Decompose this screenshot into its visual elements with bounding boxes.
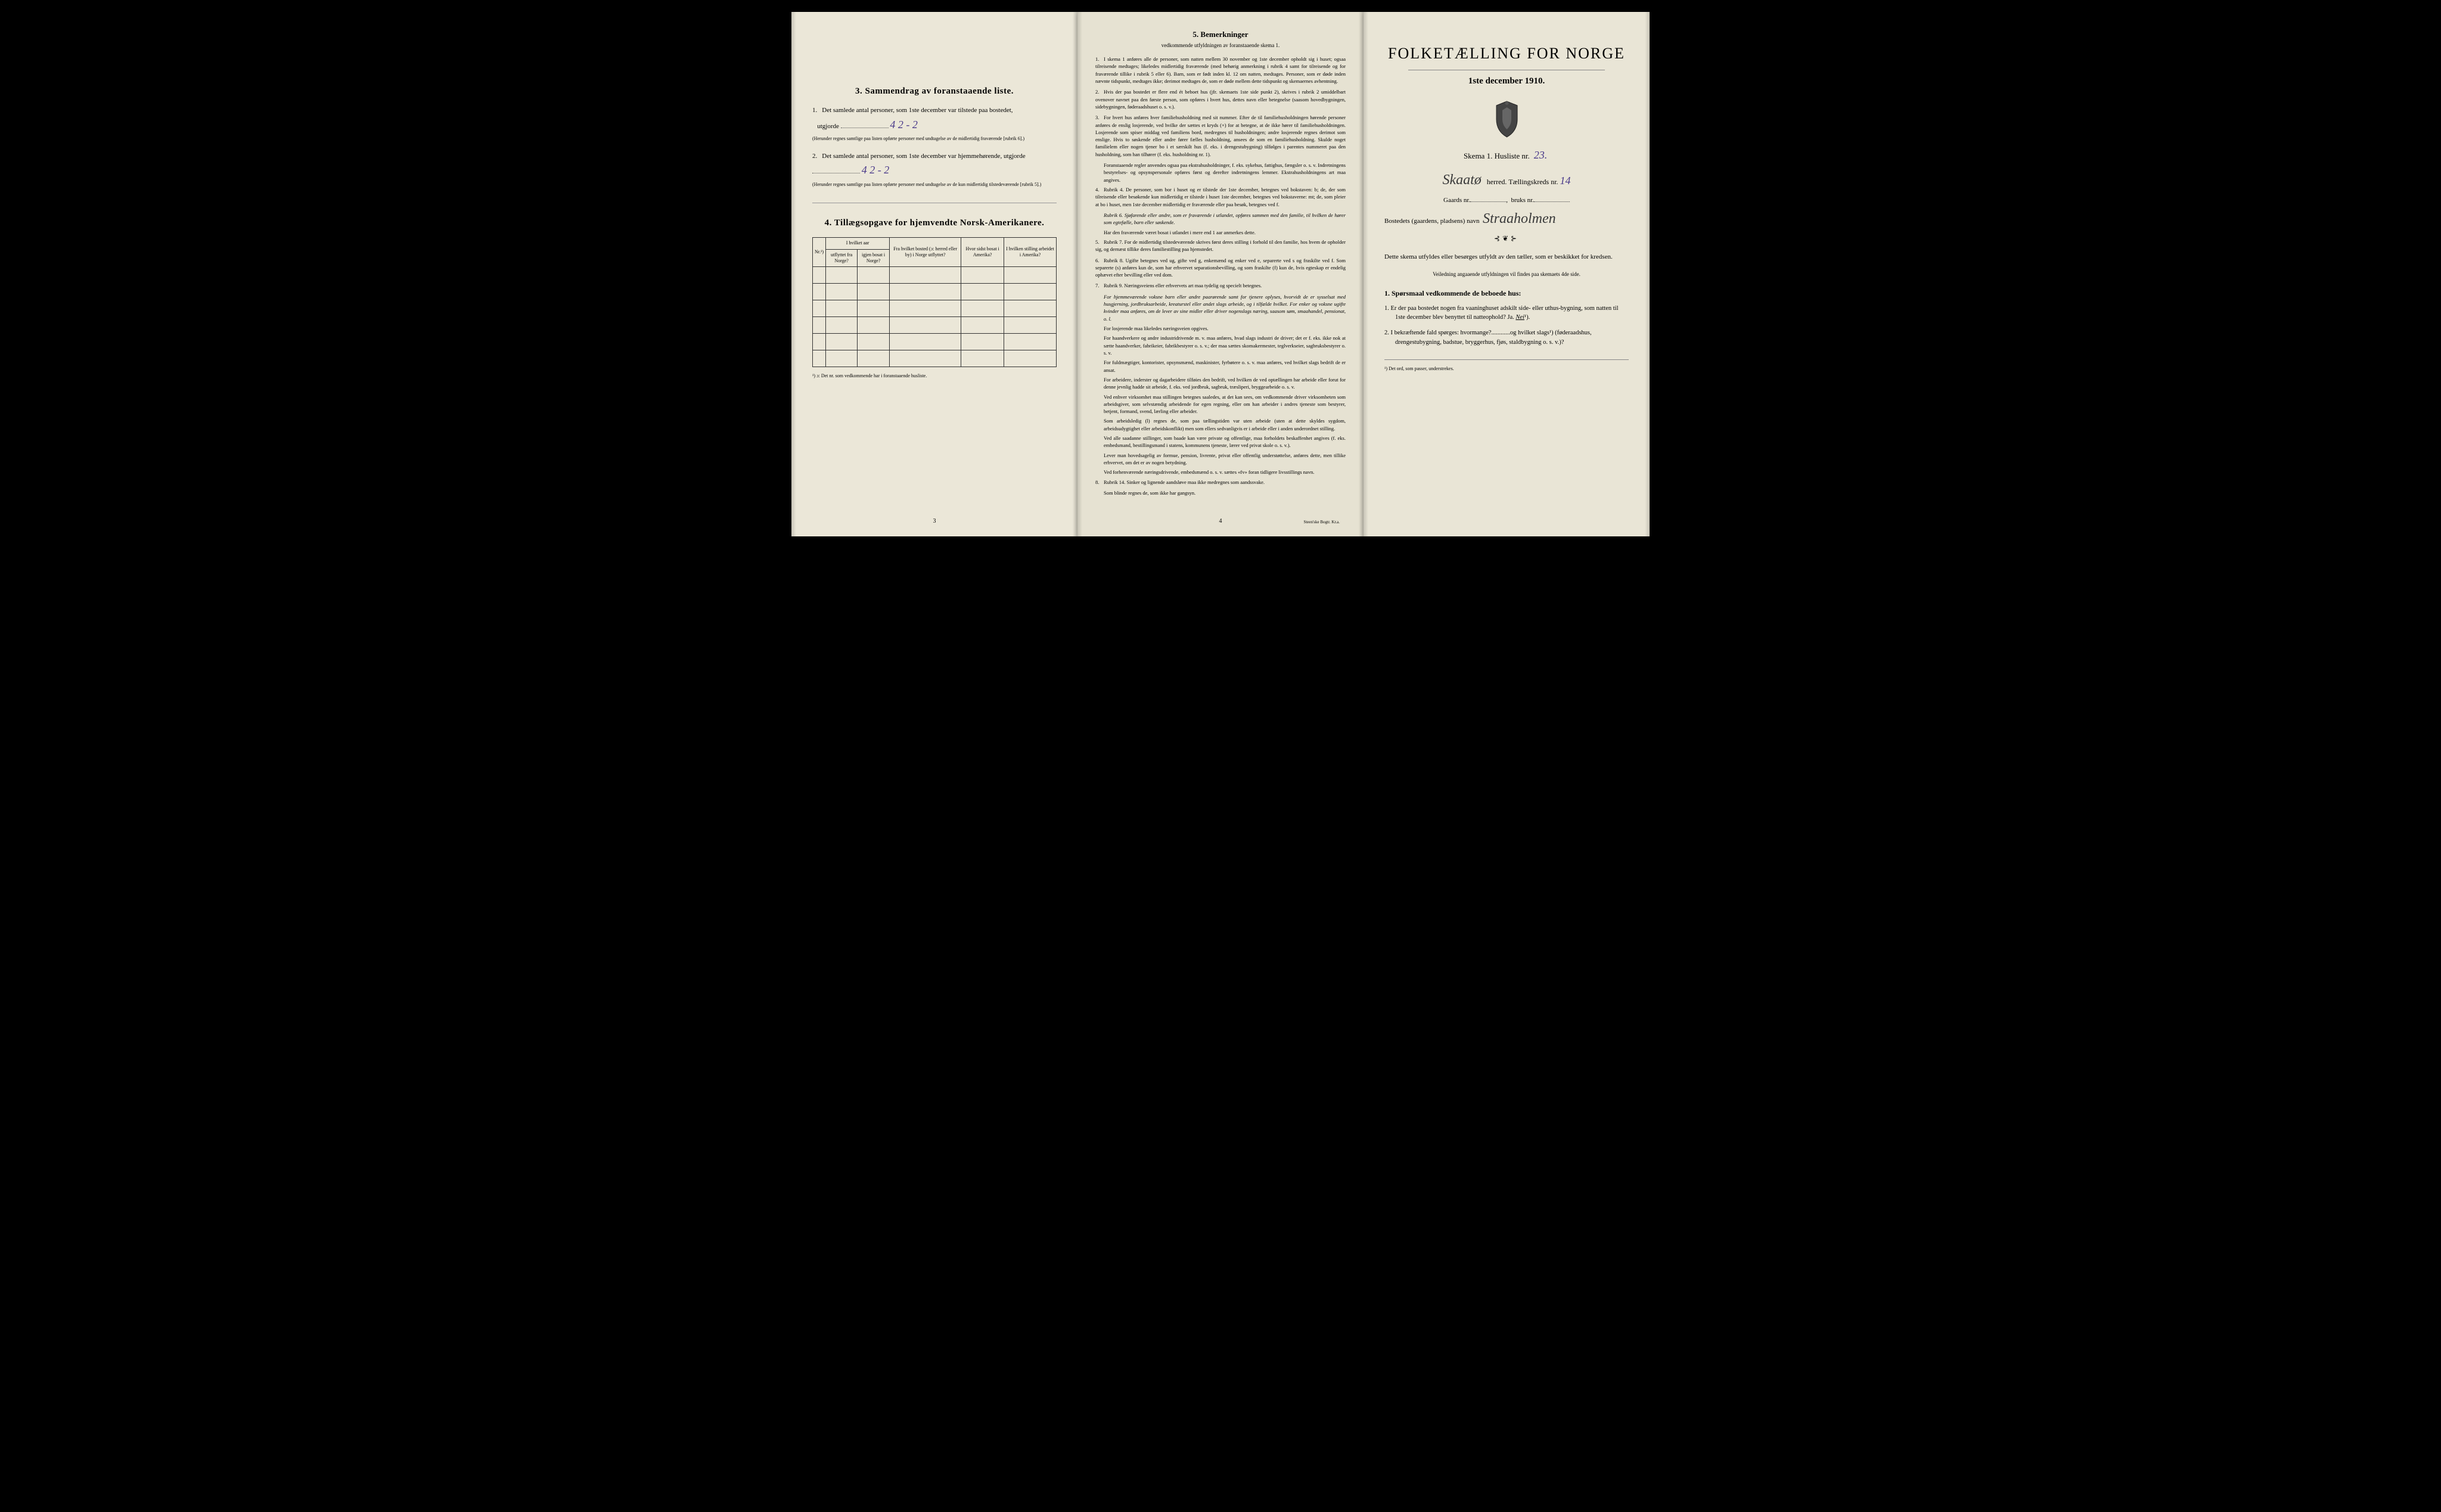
remark-7e: For arbeidere, inderster og dagarbeidere… xyxy=(1104,376,1346,391)
remark-8a: Som blinde regnes de, som ikke har gangs… xyxy=(1104,489,1346,496)
page-middle: 5. Bemerkninger vedkommende utfyldningen… xyxy=(1077,12,1364,536)
summary-item-1: 1.Det samlede antal personer, som 1ste d… xyxy=(812,105,1057,142)
bosted-line: Bostedets (gaardens, pladsens) navn Stra… xyxy=(1384,211,1629,227)
page3-footnote: ¹) Det ord, som passer, understrekes. xyxy=(1384,366,1629,371)
page-number: 4 xyxy=(1219,518,1222,524)
page-right: FOLKETÆLLING FOR NORGE 1ste december 191… xyxy=(1364,12,1650,536)
remark-7f: Ved enhver virksomhet maa stillingen bet… xyxy=(1104,393,1346,415)
fine-print-1: (Herunder regnes samtlige paa listen opf… xyxy=(812,135,1057,142)
handwritten-value-2: 4 2 - 2 xyxy=(862,164,890,176)
remark-2: 2.Hvis der paa bostedet er flere end ét … xyxy=(1095,88,1346,110)
instruction-sub: Veiledning angaaende utfyldningen vil fi… xyxy=(1384,271,1629,277)
remark-3a: Foranstaaende regler anvendes ogsaa paa … xyxy=(1104,162,1346,184)
remark-7g: Som arbeidsledig (l) regnes de, som paa … xyxy=(1104,417,1346,432)
th-from: Fra hvilket bosted (ɔ: herred eller by) … xyxy=(890,238,961,267)
gaards-line: Gaards nr., bruks nr. xyxy=(1384,197,1629,204)
table-footnote: ¹) ɔ: Det nr. som vedkommende har i fora… xyxy=(812,373,1057,378)
husliste-number: 23. xyxy=(1532,149,1549,162)
section-4-title: 4. Tillægsopgave for hjemvendte Norsk-Am… xyxy=(812,218,1057,228)
emigrant-table: Nr.¹) I hvilket aar Fra hvilket bosted (… xyxy=(812,237,1057,367)
main-title: FOLKETÆLLING FOR NORGE xyxy=(1384,45,1629,63)
remark-6: 6.Rubrik 8. Ugifte betegnes ved ug, gift… xyxy=(1095,257,1346,279)
remark-4: 4.Rubrik 4. De personer, som bor i huset… xyxy=(1095,186,1346,208)
remark-7h: Ved alle saadanne stillinger, som baade … xyxy=(1104,434,1346,449)
remark-7d: For fuldmægtiger, kontorister, opsynsmæn… xyxy=(1104,359,1346,374)
remark-7: 7.Rubrik 9. Næringsveiens eller erhverve… xyxy=(1095,282,1346,289)
question-1: 1. Er der paa bostedet nogen fra vaaning… xyxy=(1395,304,1629,323)
footnote-rule xyxy=(1384,359,1629,360)
q1-answer: Nei xyxy=(1515,314,1524,321)
section-3-title: 3. Sammendrag av foranstaaende liste. xyxy=(812,86,1057,97)
table-row xyxy=(813,317,1057,334)
th-nr: Nr.¹) xyxy=(813,238,826,267)
ornament-icon: ⊰❦⊱ xyxy=(1384,234,1629,243)
remark-5: 5.Rubrik 7. For de midlertidig tilstedev… xyxy=(1095,238,1346,253)
remark-7j: Ved forhenværende næringsdrivende, embed… xyxy=(1104,468,1346,476)
remark-7b: For losjerende maa likeledes næringsveie… xyxy=(1104,325,1346,332)
remark-3: 3.For hvert hus anføres hver familiehush… xyxy=(1095,114,1346,158)
remark-7i: Lever man hovedsagelig av formue, pensio… xyxy=(1104,452,1346,467)
fine-print-2: (Herunder regnes samtlige paa listen opf… xyxy=(812,181,1057,188)
th-year: I hvilket aar xyxy=(826,238,890,249)
remark-7a: For hjemmeværende voksne barn eller andr… xyxy=(1104,293,1346,322)
remarks-subtitle: vedkommende utfyldningen av foranstaaend… xyxy=(1095,42,1346,48)
remarks-title: 5. Bemerkninger xyxy=(1095,30,1346,39)
th-emigrated: utflyttet fra Norge? xyxy=(826,249,858,267)
remark-4a: Rubrik 6. Sjøfarende eller andre, som er… xyxy=(1104,212,1346,226)
coat-of-arms-icon xyxy=(1490,98,1523,140)
handwritten-value-1: 4 2 - 2 xyxy=(890,119,918,131)
herred-name: Skaatø xyxy=(1442,172,1481,188)
table-row xyxy=(813,350,1057,367)
remarks-list: 1.I skema 1 anføres alle de personer, so… xyxy=(1095,55,1346,496)
census-date: 1ste december 1910. xyxy=(1384,76,1629,86)
page-left: 3. Sammendrag av foranstaaende liste. 1.… xyxy=(791,12,1077,536)
document-spread: 3. Sammendrag av foranstaaende liste. 1.… xyxy=(791,12,1650,536)
remark-4b: Har den fraværende været bosat i utlande… xyxy=(1104,229,1346,236)
skema-line: Skema 1. Husliste nr. 23. xyxy=(1384,149,1629,162)
question-section: 1. Spørsmaal vedkommende de beboede hus:… xyxy=(1384,289,1629,347)
question-title: 1. Spørsmaal vedkommende de beboede hus: xyxy=(1384,289,1629,298)
remark-8: 8.Rubrik 14. Sinker og lignende aandsløv… xyxy=(1095,479,1346,486)
herred-line: Skaatø herred. Tællingskreds nr. 14 xyxy=(1384,172,1629,188)
th-where: Hvor sidst bosat i Amerika? xyxy=(961,238,1004,267)
table-row xyxy=(813,300,1057,317)
bosted-name: Straaholmen xyxy=(1483,211,1556,226)
remark-1: 1.I skema 1 anføres alle de personer, so… xyxy=(1095,55,1346,85)
kreds-number: 14 xyxy=(1560,175,1571,187)
table-row xyxy=(813,334,1057,350)
question-2: 2. I bekræftende fald spørges: hvormange… xyxy=(1395,328,1629,347)
page-number: 3 xyxy=(933,518,936,524)
table-row xyxy=(813,284,1057,300)
instruction-text: Dette skema utfyldes eller besørges utfy… xyxy=(1384,252,1629,262)
th-work: I hvilken stilling arbeidet i Amerika? xyxy=(1004,238,1056,267)
table-row xyxy=(813,267,1057,284)
summary-item-2: 2.Det samlede antal personer, som 1ste d… xyxy=(812,151,1057,188)
th-returned: igjen bosat i Norge? xyxy=(858,249,890,267)
remark-7c: For haandverkere og andre industridriven… xyxy=(1104,334,1346,356)
printer-mark: Steen'ske Bogtr. Kr.a. xyxy=(1303,520,1340,524)
